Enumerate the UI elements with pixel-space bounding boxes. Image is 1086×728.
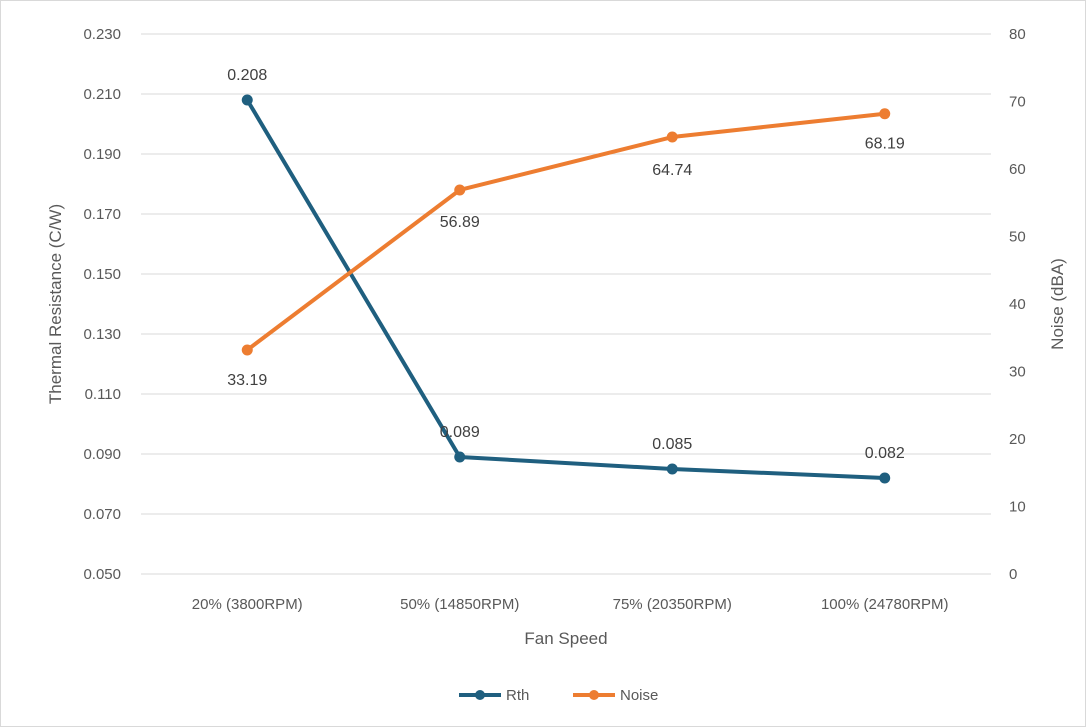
legend-swatch-marker: [475, 690, 485, 700]
data-label-rth: 0.208: [227, 67, 267, 84]
y2-tick-label: 80: [1009, 26, 1026, 43]
y2-tick-label: 50: [1009, 229, 1026, 246]
y-tick-label: 0.090: [83, 446, 121, 463]
data-point-rth: [241, 94, 253, 106]
legend: Rth Noise: [459, 687, 658, 704]
y2-tick-label: 30: [1009, 364, 1026, 381]
y2-tick-label: 10: [1009, 499, 1026, 516]
left-axis-ticks: 0.230 0.210 0.190 0.170 0.150 0.130 0.110 0.090…: [83, 26, 121, 583]
y-tick-label: 0.070: [83, 506, 121, 523]
data-label-rth: 0.085: [652, 436, 692, 453]
data-point-rth: [454, 451, 466, 463]
y-tick-label: 0.110: [85, 386, 121, 403]
data-label-noise: 64.74: [652, 162, 692, 179]
legend-swatch-marker: [589, 690, 599, 700]
data-point-rth: [666, 463, 678, 475]
x-tick-label: 50% (14850RPM): [400, 596, 519, 613]
x-tick-label: 20% (3800RPM): [192, 596, 303, 613]
data-point-noise: [241, 344, 253, 356]
data-point-noise: [879, 108, 891, 120]
gridlines: [141, 33, 991, 575]
y-tick-label: 0.210: [83, 86, 121, 103]
data-label-noise: 33.19: [227, 372, 267, 389]
x-tick-label: 100% (24780RPM): [821, 596, 949, 613]
y2-tick-label: 40: [1009, 296, 1026, 313]
y2-tick-label: 70: [1009, 94, 1026, 111]
y-tick-label: 0.170: [83, 206, 121, 223]
data-label-rth: 0.089: [440, 424, 480, 441]
y-tick-label: 0.050: [83, 566, 121, 583]
series-group: 0.208 0.089 0.085 0.082 33.19 56.89 64.74 68.19: [227, 67, 905, 484]
series-line-rth: [245, 98, 887, 480]
legend-label: Noise: [620, 687, 658, 704]
x-tick-label: 75% (20350RPM): [613, 596, 732, 613]
x-axis-ticks: 20% (3800RPM) 50% (14850RPM) 75% (20350RPM…: [192, 596, 949, 613]
data-point-rth: [879, 472, 891, 484]
y-tick-label: 0.150: [83, 266, 121, 283]
y-tick-label: 0.130: [83, 326, 121, 343]
data-label-rth: 0.082: [865, 445, 905, 462]
y2-axis-title: Noise (dBA): [1048, 258, 1067, 350]
y-tick-label: 0.230: [83, 26, 121, 43]
y-axis-title: Thermal Resistance (C/W): [46, 204, 65, 404]
y-tick-label: 0.190: [83, 146, 121, 163]
legend-label: Rth: [506, 687, 529, 704]
data-label-noise: 68.19: [865, 136, 905, 153]
data-label-noise: 56.89: [440, 214, 480, 231]
y2-tick-label: 0: [1009, 566, 1017, 583]
y2-tick-label: 20: [1009, 431, 1026, 448]
data-point-noise: [666, 131, 678, 143]
right-axis-ticks: 80 70 60 50 40 30 20 10 0: [1009, 26, 1026, 583]
series-line-noise: [245, 111, 887, 352]
y2-tick-label: 60: [1009, 161, 1026, 178]
x-axis-title: Fan Speed: [524, 629, 607, 648]
data-point-noise: [454, 184, 466, 196]
